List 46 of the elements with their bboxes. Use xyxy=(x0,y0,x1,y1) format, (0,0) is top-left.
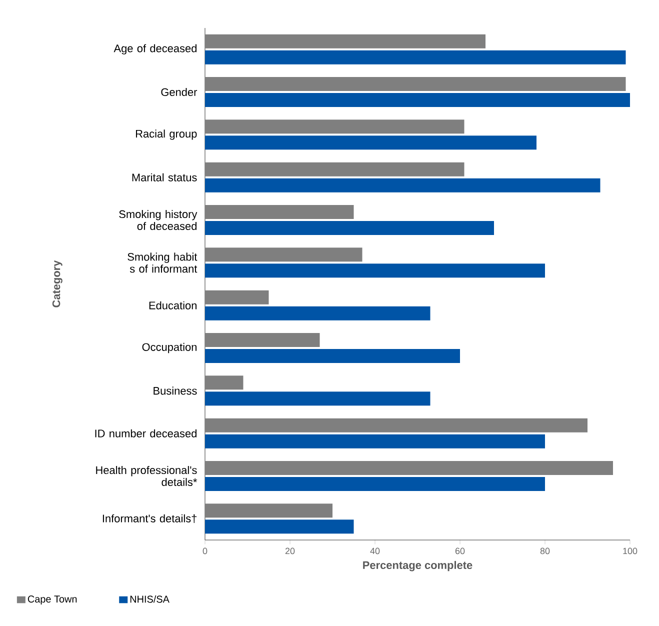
bar xyxy=(204,434,545,448)
y-tick-label: Business xyxy=(154,386,197,395)
bar xyxy=(204,376,244,390)
bar xyxy=(204,93,630,108)
bar xyxy=(204,349,460,364)
y-tick-label: Marital status xyxy=(132,173,197,182)
bar xyxy=(204,392,430,406)
legend-label: NHIS/SA xyxy=(130,595,170,603)
bar xyxy=(204,504,332,518)
bar xyxy=(204,50,626,64)
x-axis-title: Percentage complete xyxy=(363,560,472,572)
bar xyxy=(204,178,600,192)
y-tick-label: Informant's details† xyxy=(102,514,196,524)
bar xyxy=(204,77,626,92)
y-tick-label: Age of deceased xyxy=(114,44,196,54)
y-tick-label: Occupation xyxy=(142,342,196,354)
bar xyxy=(204,461,613,476)
y-tick-label: Health professional's details* xyxy=(96,466,198,486)
x-tick-label: 100 xyxy=(623,548,638,554)
bar xyxy=(204,264,545,278)
bar xyxy=(204,162,464,176)
x-tick-label: 0 xyxy=(202,548,208,554)
bar xyxy=(204,248,362,262)
bar xyxy=(204,306,430,320)
x-tick-label: 40 xyxy=(370,548,380,554)
legend-label: Cape Town xyxy=(28,596,77,605)
y-tick-label: Racial group xyxy=(136,130,197,140)
bar xyxy=(204,136,536,150)
y-tick-label: Education xyxy=(149,301,196,310)
bar xyxy=(204,120,464,134)
bar xyxy=(204,418,588,432)
y-tick-label: Smoking habit s of informant xyxy=(128,252,198,273)
bar xyxy=(204,205,354,220)
x-tick-label: 20 xyxy=(285,548,295,554)
x-tick-label: 60 xyxy=(455,548,465,554)
y-tick-label: Smoking history of deceased xyxy=(119,210,198,230)
bar xyxy=(204,221,494,236)
y-tick-label: ID number deceased xyxy=(95,429,196,438)
y-tick-label: Gender xyxy=(161,88,198,96)
bar xyxy=(204,290,269,304)
bar xyxy=(204,333,320,348)
bar xyxy=(204,477,545,492)
bar xyxy=(204,34,486,48)
bar xyxy=(204,520,354,534)
y-axis-title: Category xyxy=(52,260,62,308)
x-tick-label: 80 xyxy=(540,548,550,554)
